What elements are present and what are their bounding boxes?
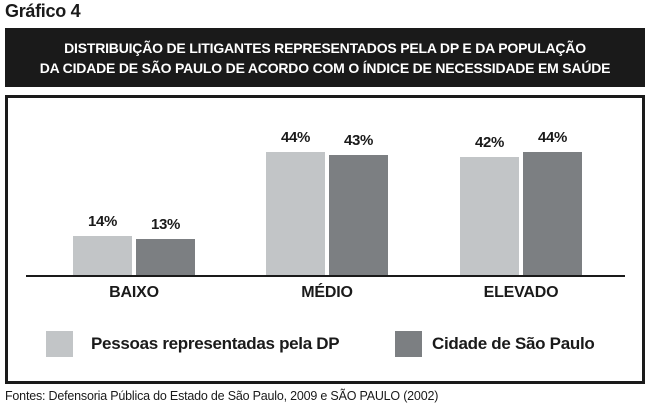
bar-baixo-s0 — [73, 236, 132, 275]
bar-médio-s1 — [329, 155, 388, 275]
chart-title-banner: DISTRIBUIÇÃO DE LITIGANTES REPRESENTADOS… — [5, 28, 645, 87]
bar-médio-s0 — [266, 152, 325, 275]
bar-value-label-elevado-s0: 42% — [474, 134, 505, 151]
bar-baixo-s1 — [136, 239, 195, 275]
source-note: Fontes: Defensoria Pública do Estado de … — [5, 389, 439, 403]
legend-item-dp: Pessoas representadas pela DP — [46, 331, 340, 357]
bar-value-label-médio-s1: 43% — [343, 132, 374, 149]
bar-elevado-s1 — [523, 152, 582, 275]
x-axis-baseline — [26, 275, 625, 277]
bar-value-label-baixo-s0: 14% — [87, 213, 118, 230]
category-label-baixo: BAIXO — [109, 284, 159, 301]
figure-label: Gráfico 4 — [5, 1, 81, 21]
legend-item-sao-paulo: Cidade de São Paulo — [395, 331, 595, 357]
legend-label-dp: Pessoas representadas pela DP — [91, 334, 340, 353]
legend-swatch-sao-paulo — [395, 331, 422, 357]
bar-value-label-elevado-s1: 44% — [537, 129, 568, 146]
chart-title-line-2: DA CIDADE DE SÃO PAULO DE ACORDO COM O Í… — [39, 59, 611, 76]
legend-swatch-dp — [46, 331, 73, 357]
bar-value-label-baixo-s1: 13% — [150, 216, 181, 233]
chart-box: 14% 13% BAIXO 44% 43% MÉDIO 42% 44% ELEVADO Pess… — [5, 95, 645, 384]
legend-label-sao-paulo: Cidade de São Paulo — [432, 334, 595, 353]
bar-value-label-médio-s0: 44% — [280, 129, 311, 146]
plot-area: 14% 13% BAIXO 44% 43% MÉDIO 42% 44% ELEVADO — [8, 98, 642, 381]
category-label-médio: MÉDIO — [301, 284, 353, 301]
chart-title-line-1: DISTRIBUIÇÃO DE LITIGANTES REPRESENTADOS… — [64, 39, 586, 56]
bar-elevado-s0 — [460, 157, 519, 275]
category-label-elevado: ELEVADO — [483, 284, 559, 301]
